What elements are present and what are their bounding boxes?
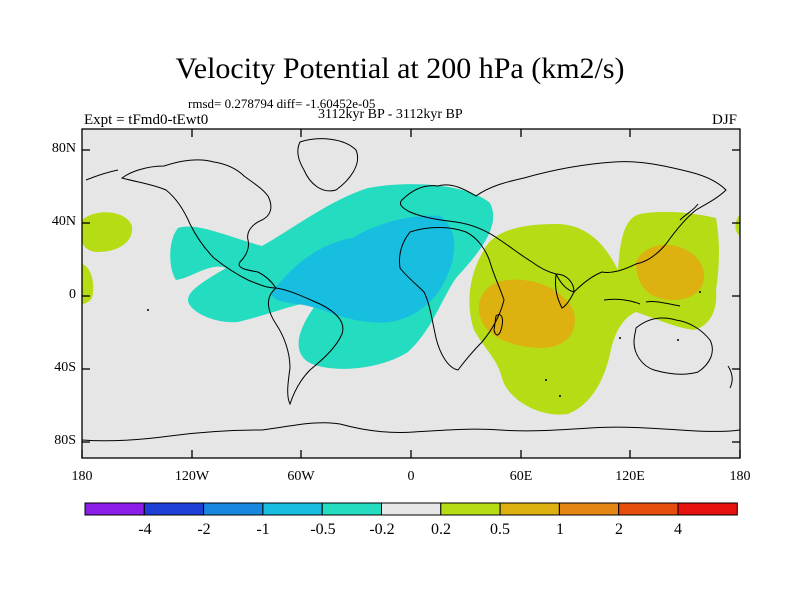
- colorbar-swatch: [558, 502, 620, 516]
- map-ticks: [81, 129, 741, 458]
- contour-pos-05-wpac: [636, 244, 704, 300]
- island-dots: [147, 291, 701, 397]
- lon-label-120e: 120E: [615, 469, 645, 484]
- lon-label-0: 0: [407, 469, 415, 484]
- chart-title: Velocity Potential at 200 hPa (km2/s): [175, 52, 625, 85]
- coastlines: [82, 138, 740, 442]
- lat-label-40n: 40N: [51, 214, 76, 229]
- colorbar-swatch: [677, 502, 738, 516]
- map-panel: [82, 129, 740, 458]
- colorbar-swatch: [321, 502, 383, 516]
- colorbar-label: 2: [615, 521, 623, 538]
- lon-label-60w: 60W: [287, 469, 315, 484]
- lon-label-180w: 180: [71, 469, 93, 484]
- colorbar-swatch: [381, 502, 442, 516]
- contour-pos-02-eastedge: [735, 214, 740, 236]
- lat-label-80n: 80N: [51, 141, 76, 156]
- lat-label-0: 0: [69, 287, 76, 302]
- period-subtitle: 3112kyr BP - 3112kyr BP: [318, 107, 463, 122]
- colorbar-label: 4: [674, 521, 682, 538]
- lon-label-120w: 120W: [174, 469, 210, 484]
- colorbar-label: -2: [197, 521, 211, 538]
- colorbar-label: 0.2: [431, 521, 451, 538]
- colorbar-swatch: [440, 502, 501, 516]
- lon-label-180e: 180: [729, 469, 751, 484]
- colorbar: [84, 502, 738, 516]
- season-label: DJF: [712, 112, 738, 128]
- stats-subtitle: rmsd= 0.278794 diff= -1.60452e-05: [188, 96, 376, 111]
- contour-pos-02-westedge: [82, 264, 94, 304]
- colorbar-swatch: [203, 502, 264, 516]
- colorbar-label: 0.5: [490, 521, 510, 538]
- contour-neg-05: [271, 215, 455, 323]
- colorbar-label: -4: [138, 521, 152, 538]
- lat-label-40s: 40S: [54, 360, 76, 375]
- colorbar-swatch: [618, 502, 679, 516]
- experiment-label: Expt = tFmd0-tEwt0: [84, 112, 209, 128]
- lat-label-80s: 80S: [54, 433, 76, 448]
- colorbar-label: 1: [556, 521, 564, 538]
- colorbar-label: -0.2: [369, 521, 395, 538]
- lon-label-60e: 60E: [509, 469, 533, 484]
- colorbar-label: -1: [256, 521, 270, 538]
- contour-pos-02-west: [82, 212, 133, 252]
- colorbar-swatch: [143, 502, 205, 516]
- colorbar-swatch: [84, 502, 145, 516]
- colorbar-label: -0.5: [310, 521, 336, 538]
- colorbar-swatch: [499, 502, 560, 516]
- colorbar-swatch: [262, 502, 323, 516]
